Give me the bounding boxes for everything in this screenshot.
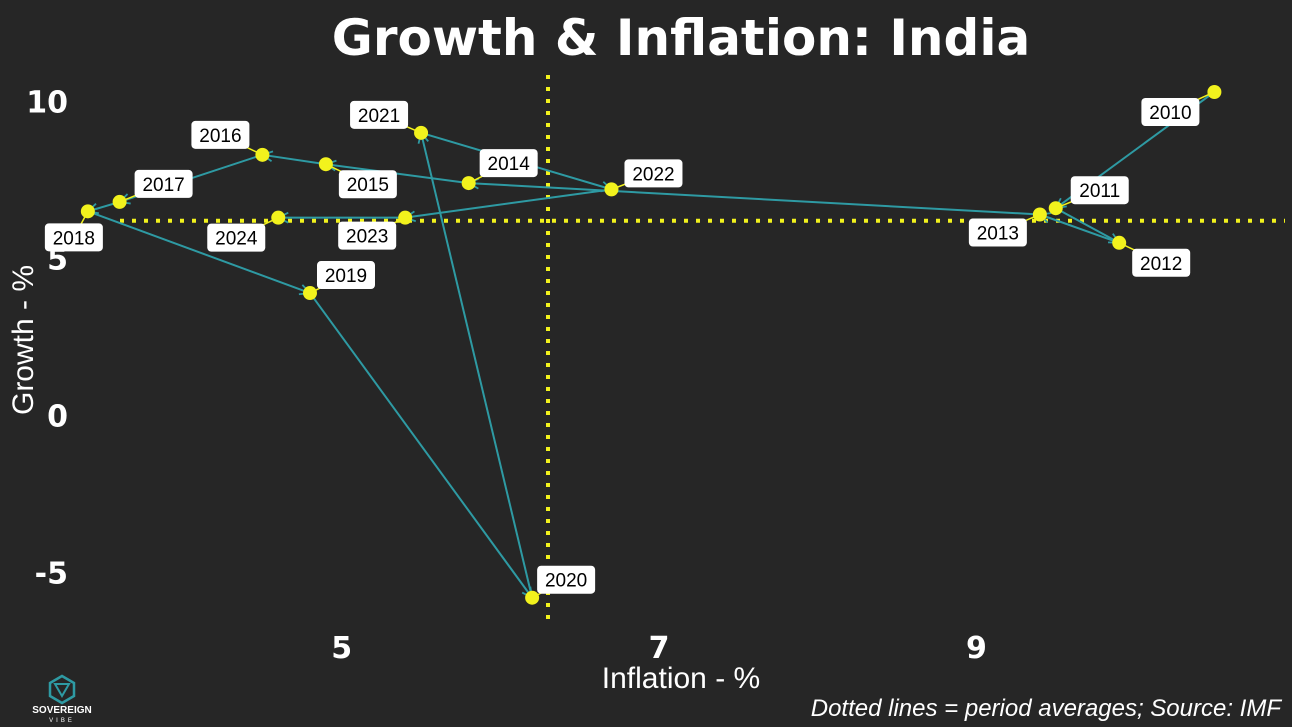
source-caption: Dotted lines = period averages; Source: … <box>811 695 1283 722</box>
path-segment-2020-2021 <box>421 133 534 598</box>
label-box-2017 <box>134 169 193 198</box>
x-tick-label: 5 <box>331 631 352 666</box>
label-text-2022: 2022 <box>632 164 674 185</box>
label-text-2015: 2015 <box>347 175 389 196</box>
y-axis-title: Growth - % <box>7 265 40 415</box>
path-segment-2012-2013 <box>1040 214 1120 244</box>
x-tick-label: 7 <box>649 631 670 666</box>
path-segment-2019-2020 <box>309 292 532 598</box>
data-points <box>80 84 1222 605</box>
path-segment-2015-2016 <box>262 155 327 166</box>
logo-name: SOVEREIGN <box>32 705 91 716</box>
label-text-2012: 2012 <box>1140 254 1182 275</box>
label-box-2022 <box>624 159 683 188</box>
label-text-2011: 2011 <box>1079 181 1120 202</box>
y-tick-label: 5 <box>47 242 68 277</box>
path-segment-2014-2015 <box>326 164 469 185</box>
path-segment-2011-2012 <box>1055 207 1119 243</box>
label-text-2017: 2017 <box>142 175 184 196</box>
label-box-2024 <box>207 223 266 252</box>
path-segment-2013-2014 <box>469 183 1040 216</box>
label-box-2023 <box>338 221 397 250</box>
y-axis-ticks: -5 0 5 10 <box>26 85 68 591</box>
sovereign-vibe-logo: SOVEREIGN VIBE <box>32 674 92 724</box>
label-box-2018 <box>44 223 103 252</box>
label-text-2019: 2019 <box>325 266 367 287</box>
label-text-2014: 2014 <box>488 154 531 175</box>
label-box-2019 <box>317 261 375 290</box>
trajectory-path <box>87 91 1215 598</box>
label-box-2021 <box>350 100 409 129</box>
label-text-2018: 2018 <box>53 228 95 249</box>
path-segment-2022-2023 <box>405 188 612 217</box>
x-axis-ticks: 5 7 9 <box>331 631 987 666</box>
label-text-2020: 2020 <box>545 571 587 592</box>
average-lines <box>120 75 1285 626</box>
label-box-2013 <box>968 218 1027 247</box>
year-labels: 2010 2011 2012 2013 2014 2015 2016 2017 2018 2019… <box>44 91 1215 599</box>
label-box-2011 <box>1070 176 1129 205</box>
label-box-2015 <box>338 170 397 199</box>
y-tick-label: 0 <box>47 400 68 435</box>
label-box-2020 <box>537 565 596 594</box>
label-text-2016: 2016 <box>199 126 241 147</box>
label-box-2016 <box>191 120 250 149</box>
x-tick-label: 9 <box>966 631 987 666</box>
path-segment-2018-2019 <box>87 210 310 293</box>
label-text-2024: 2024 <box>215 229 258 250</box>
label-box-2012 <box>1132 248 1191 277</box>
label-box-2014 <box>479 149 538 178</box>
label-text-2010: 2010 <box>1149 103 1191 124</box>
x-axis-title: Inflation - % <box>602 662 760 695</box>
chart-title: Growth & Inflation: India <box>332 9 1030 67</box>
logo-emblem-icon <box>48 674 76 705</box>
label-text-2023: 2023 <box>346 227 388 248</box>
logo-sub: VIBE <box>49 718 75 724</box>
label-box-2010 <box>1141 97 1200 126</box>
label-text-2013: 2013 <box>977 223 1019 244</box>
y-tick-label: -5 <box>35 557 68 592</box>
label-text-2021: 2021 <box>358 106 400 127</box>
y-tick-label: 10 <box>26 85 68 120</box>
